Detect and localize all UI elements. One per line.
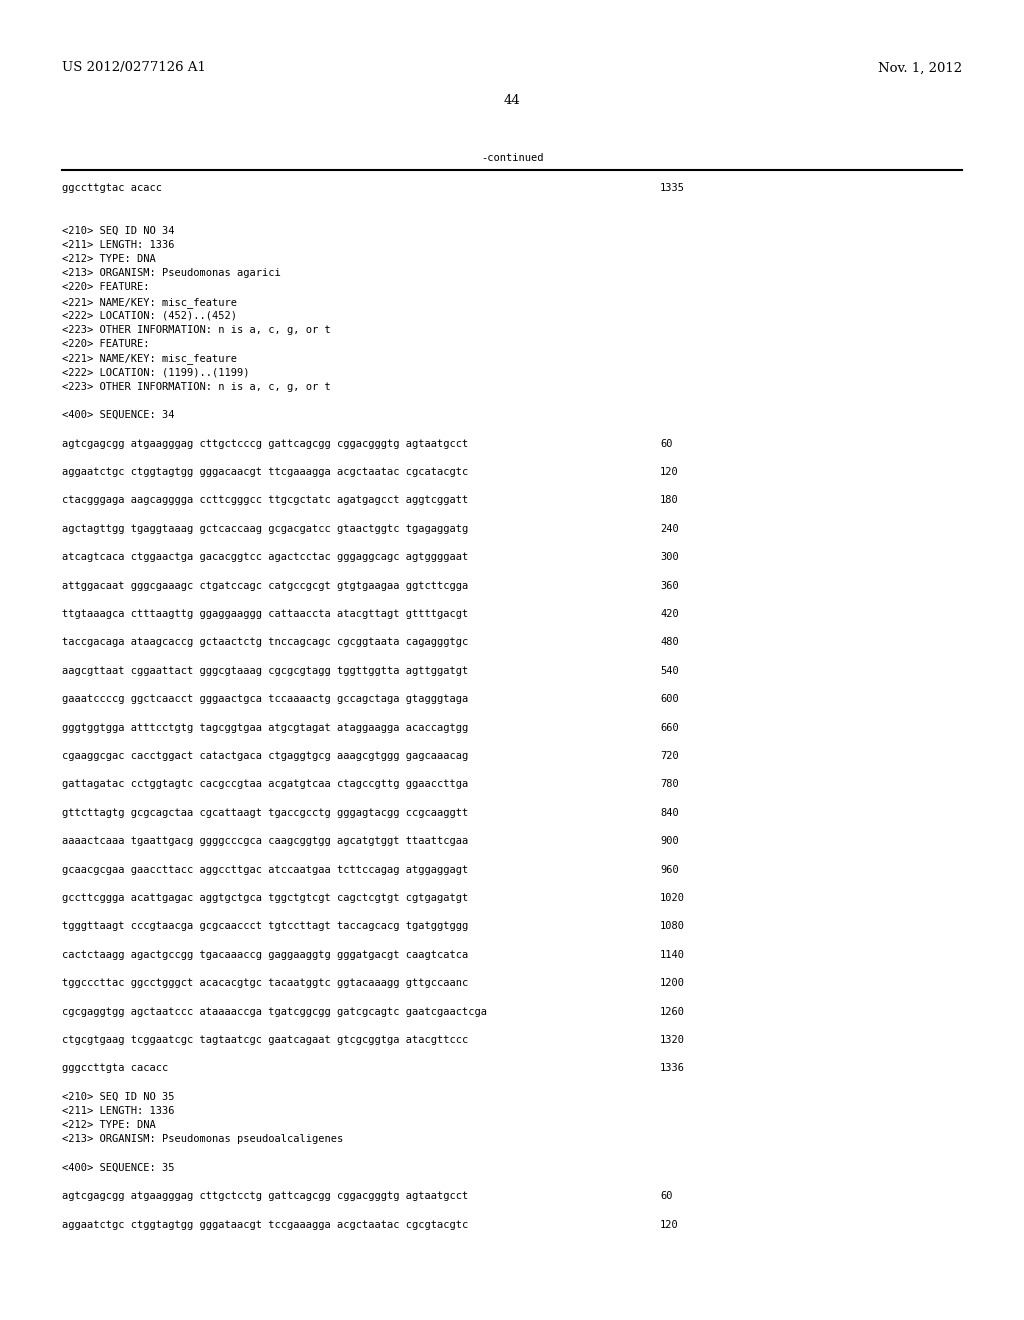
Text: cgaaggcgac cacctggact catactgaca ctgaggtgcg aaagcgtggg gagcaaacag: cgaaggcgac cacctggact catactgaca ctgaggt… xyxy=(62,751,468,762)
Text: <220> FEATURE:: <220> FEATURE: xyxy=(62,282,150,293)
Text: Nov. 1, 2012: Nov. 1, 2012 xyxy=(878,62,962,74)
Text: agctagttgg tgaggtaaag gctcaccaag gcgacgatcc gtaactggtc tgagaggatg: agctagttgg tgaggtaaag gctcaccaag gcgacga… xyxy=(62,524,468,533)
Text: 900: 900 xyxy=(660,836,679,846)
Text: <213> ORGANISM: Pseudomonas pseudoalcaligenes: <213> ORGANISM: Pseudomonas pseudoalcali… xyxy=(62,1134,343,1144)
Text: <213> ORGANISM: Pseudomonas agarici: <213> ORGANISM: Pseudomonas agarici xyxy=(62,268,281,279)
Text: 120: 120 xyxy=(660,467,679,477)
Text: <221> NAME/KEY: misc_feature: <221> NAME/KEY: misc_feature xyxy=(62,297,237,308)
Text: 44: 44 xyxy=(504,94,520,107)
Text: 1335: 1335 xyxy=(660,183,685,193)
Text: <211> LENGTH: 1336: <211> LENGTH: 1336 xyxy=(62,1106,174,1115)
Text: 180: 180 xyxy=(660,495,679,506)
Text: gcaacgcgaa gaaccttacc aggccttgac atccaatgaa tcttccagag atggaggagt: gcaacgcgaa gaaccttacc aggccttgac atccaat… xyxy=(62,865,468,875)
Text: cactctaagg agactgccgg tgacaaaccg gaggaaggtg gggatgacgt caagtcatca: cactctaagg agactgccgg tgacaaaccg gaggaag… xyxy=(62,950,468,960)
Text: 480: 480 xyxy=(660,638,679,647)
Text: attggacaat gggcgaaagc ctgatccagc catgccgcgt gtgtgaagaa ggtcttcgga: attggacaat gggcgaaagc ctgatccagc catgccg… xyxy=(62,581,468,590)
Text: <223> OTHER INFORMATION: n is a, c, g, or t: <223> OTHER INFORMATION: n is a, c, g, o… xyxy=(62,325,331,335)
Text: 720: 720 xyxy=(660,751,679,762)
Text: gccttcggga acattgagac aggtgctgca tggctgtcgt cagctcgtgt cgtgagatgt: gccttcggga acattgagac aggtgctgca tggctgt… xyxy=(62,894,468,903)
Text: 660: 660 xyxy=(660,722,679,733)
Text: tgggttaagt cccgtaacga gcgcaaccct tgtccttagt taccagcacg tgatggtggg: tgggttaagt cccgtaacga gcgcaaccct tgtcctt… xyxy=(62,921,468,932)
Text: <212> TYPE: DNA: <212> TYPE: DNA xyxy=(62,253,156,264)
Text: <400> SEQUENCE: 34: <400> SEQUENCE: 34 xyxy=(62,411,174,420)
Text: 240: 240 xyxy=(660,524,679,533)
Text: <220> FEATURE:: <220> FEATURE: xyxy=(62,339,150,350)
Text: 1020: 1020 xyxy=(660,894,685,903)
Text: US 2012/0277126 A1: US 2012/0277126 A1 xyxy=(62,62,206,74)
Text: 960: 960 xyxy=(660,865,679,875)
Text: 60: 60 xyxy=(660,438,673,449)
Text: <221> NAME/KEY: misc_feature: <221> NAME/KEY: misc_feature xyxy=(62,354,237,364)
Text: agtcgagcgg atgaagggag cttgctcccg gattcagcgg cggacgggtg agtaatgcct: agtcgagcgg atgaagggag cttgctcccg gattcag… xyxy=(62,438,468,449)
Text: 420: 420 xyxy=(660,609,679,619)
Text: gttcttagtg gcgcagctaa cgcattaagt tgaccgcctg gggagtacgg ccgcaaggtt: gttcttagtg gcgcagctaa cgcattaagt tgaccgc… xyxy=(62,808,468,818)
Text: 1200: 1200 xyxy=(660,978,685,989)
Text: -continued: -continued xyxy=(480,153,544,162)
Text: 780: 780 xyxy=(660,779,679,789)
Text: <223> OTHER INFORMATION: n is a, c, g, or t: <223> OTHER INFORMATION: n is a, c, g, o… xyxy=(62,381,331,392)
Text: 1140: 1140 xyxy=(660,950,685,960)
Text: gggccttgta cacacc: gggccttgta cacacc xyxy=(62,1064,168,1073)
Text: 600: 600 xyxy=(660,694,679,704)
Text: ggccttgtac acacc: ggccttgtac acacc xyxy=(62,183,162,193)
Text: ctacgggaga aagcagggga ccttcgggcc ttgcgctatc agatgagcct aggtcggatt: ctacgggaga aagcagggga ccttcgggcc ttgcgct… xyxy=(62,495,468,506)
Text: atcagtcaca ctggaactga gacacggtcc agactcctac gggaggcagc agtggggaat: atcagtcaca ctggaactga gacacggtcc agactcc… xyxy=(62,552,468,562)
Text: gattagatac cctggtagtc cacgccgtaa acgatgtcaa ctagccgttg ggaaccttga: gattagatac cctggtagtc cacgccgtaa acgatgt… xyxy=(62,779,468,789)
Text: 300: 300 xyxy=(660,552,679,562)
Text: taccgacaga ataagcaccg gctaactctg tnccagcagc cgcggtaata cagagggtgc: taccgacaga ataagcaccg gctaactctg tnccagc… xyxy=(62,638,468,647)
Text: 540: 540 xyxy=(660,665,679,676)
Text: 120: 120 xyxy=(660,1220,679,1230)
Text: gggtggtgga atttcctgtg tagcggtgaa atgcgtagat ataggaagga acaccagtgg: gggtggtgga atttcctgtg tagcggtgaa atgcgta… xyxy=(62,722,468,733)
Text: aggaatctgc ctggtagtgg gggataacgt tccgaaagga acgctaatac cgcgtacgtc: aggaatctgc ctggtagtgg gggataacgt tccgaaa… xyxy=(62,1220,468,1230)
Text: aggaatctgc ctggtagtgg gggacaacgt ttcgaaagga acgctaatac cgcatacgtc: aggaatctgc ctggtagtgg gggacaacgt ttcgaaa… xyxy=(62,467,468,477)
Text: ctgcgtgaag tcggaatcgc tagtaatcgc gaatcagaat gtcgcggtga atacgttccc: ctgcgtgaag tcggaatcgc tagtaatcgc gaatcag… xyxy=(62,1035,468,1045)
Text: 1320: 1320 xyxy=(660,1035,685,1045)
Text: 1260: 1260 xyxy=(660,1007,685,1016)
Text: <210> SEQ ID NO 34: <210> SEQ ID NO 34 xyxy=(62,226,174,235)
Text: <222> LOCATION: (452)..(452): <222> LOCATION: (452)..(452) xyxy=(62,310,237,321)
Text: <212> TYPE: DNA: <212> TYPE: DNA xyxy=(62,1121,156,1130)
Text: <211> LENGTH: 1336: <211> LENGTH: 1336 xyxy=(62,240,174,249)
Text: <400> SEQUENCE: 35: <400> SEQUENCE: 35 xyxy=(62,1163,174,1172)
Text: 1336: 1336 xyxy=(660,1064,685,1073)
Text: aaaactcaaa tgaattgacg ggggcccgca caagcggtgg agcatgtggt ttaattcgaa: aaaactcaaa tgaattgacg ggggcccgca caagcgg… xyxy=(62,836,468,846)
Text: agtcgagcgg atgaagggag cttgctcctg gattcagcgg cggacgggtg agtaatgcct: agtcgagcgg atgaagggag cttgctcctg gattcag… xyxy=(62,1191,468,1201)
Text: aagcgttaat cggaattact gggcgtaaag cgcgcgtagg tggttggtta agttggatgt: aagcgttaat cggaattact gggcgtaaag cgcgcgt… xyxy=(62,665,468,676)
Text: <222> LOCATION: (1199)..(1199): <222> LOCATION: (1199)..(1199) xyxy=(62,367,250,378)
Text: <210> SEQ ID NO 35: <210> SEQ ID NO 35 xyxy=(62,1092,174,1102)
Text: tggcccttac ggcctgggct acacacgtgc tacaatggtc ggtacaaagg gttgccaanc: tggcccttac ggcctgggct acacacgtgc tacaatg… xyxy=(62,978,468,989)
Text: 840: 840 xyxy=(660,808,679,818)
Text: cgcgaggtgg agctaatccc ataaaaccga tgatcggcgg gatcgcagtc gaatcgaactcga: cgcgaggtgg agctaatccc ataaaaccga tgatcgg… xyxy=(62,1007,487,1016)
Text: 360: 360 xyxy=(660,581,679,590)
Text: 60: 60 xyxy=(660,1191,673,1201)
Text: 1080: 1080 xyxy=(660,921,685,932)
Text: gaaatccccg ggctcaacct gggaactgca tccaaaactg gccagctaga gtagggtaga: gaaatccccg ggctcaacct gggaactgca tccaaaa… xyxy=(62,694,468,704)
Text: ttgtaaagca ctttaagttg ggaggaaggg cattaaccta atacgttagt gttttgacgt: ttgtaaagca ctttaagttg ggaggaaggg cattaac… xyxy=(62,609,468,619)
